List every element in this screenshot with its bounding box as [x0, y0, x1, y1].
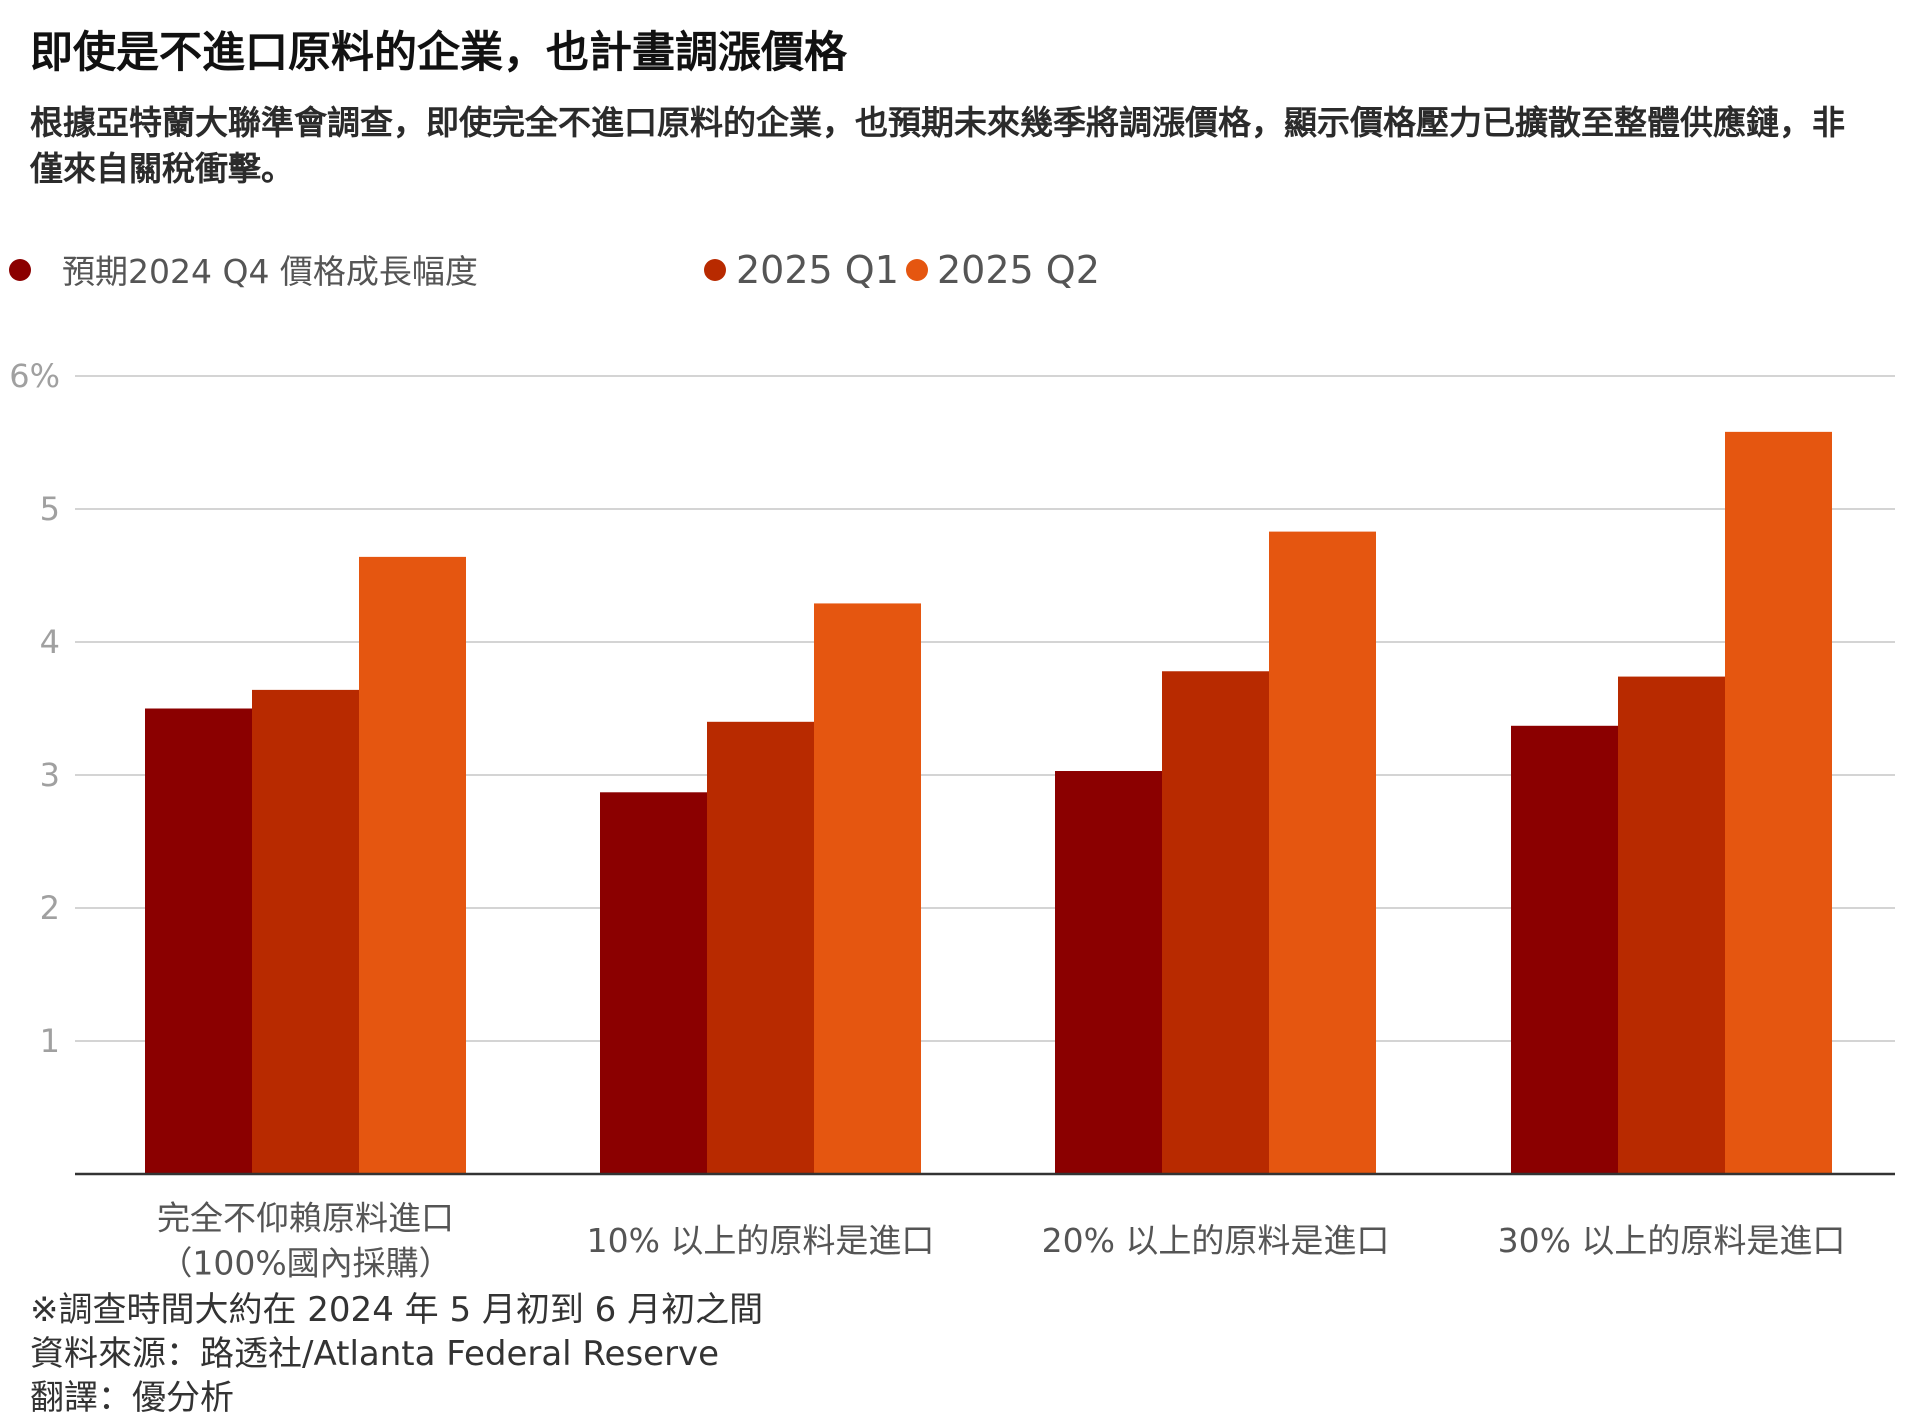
y-tick-label-1: 1: [40, 1022, 60, 1060]
y-tick-label-6: 6%: [9, 357, 60, 395]
bar-cat3-series2: [1162, 671, 1269, 1174]
legend-swatch-3: [906, 259, 928, 281]
category-label-4: 30% 以上的原料是進口: [1498, 1221, 1846, 1260]
bar-cat4-series3: [1725, 431, 1832, 1174]
legend-label-3: 2025 Q2: [937, 248, 1100, 292]
chart-title: 即使是不進口原料的企業，也計畫調漲價格: [30, 28, 847, 78]
legend-swatch-1: [9, 259, 31, 281]
bar-cat1-series1: [145, 708, 252, 1174]
survey-period-note: ※調查時間大約在 2024 年 5 月初到 6 月初之間: [30, 1290, 764, 1330]
category-label-1: 完全不仰賴原料進口（100%國內採購）: [157, 1199, 454, 1283]
bar-cat3-series1: [1055, 771, 1162, 1174]
category-label-3: 20% 以上的原料是進口: [1042, 1221, 1390, 1260]
bars: [145, 431, 1832, 1174]
legend: 預期2024 Q4 價格成長幅度 2025 Q1 2025 Q2: [9, 248, 1100, 292]
chart-subtitle: 根據亞特蘭大聯準會調查，即使完全不進口原料的企業，也預期未來幾季將調漲價格，顯示…: [30, 103, 1845, 188]
source-note: 資料來源：路透社/Atlanta Federal Reserve: [30, 1334, 720, 1374]
bar-cat1-series2: [252, 689, 359, 1174]
y-tick-label-4: 4: [40, 623, 60, 661]
y-tick-label-5: 5: [40, 490, 60, 528]
legend-label-1: 預期2024 Q4 價格成長幅度: [62, 252, 478, 291]
legend-swatch-2: [704, 259, 726, 281]
legend-label-2: 2025 Q1: [736, 248, 899, 292]
bar-cat2-series1: [600, 792, 707, 1174]
bar-cat2-series3: [814, 603, 921, 1174]
category-label-2: 10% 以上的原料是進口: [587, 1221, 935, 1260]
x-axis-category-labels: 完全不仰賴原料進口（100%國內採購） 10% 以上的原料是進口 20% 以上的原料…: [157, 1199, 1845, 1283]
footnotes: ※調查時間大約在 2024 年 5 月初到 6 月初之間 資料來源：路透社/At…: [30, 1288, 763, 1420]
y-tick-label-2: 2: [40, 889, 60, 927]
bar-cat4-series2: [1618, 676, 1725, 1174]
bar-cat2-series2: [707, 721, 814, 1174]
bar-cat1-series3: [359, 556, 466, 1174]
bar-cat4-series1: [1511, 725, 1618, 1174]
y-axis-ticks: 1 2 3 4 5 6%: [9, 357, 60, 1060]
y-tick-label-3: 3: [40, 756, 60, 794]
translation-credit: 翻譯：優分析: [30, 1378, 234, 1418]
bar-cat3-series3: [1269, 531, 1376, 1174]
